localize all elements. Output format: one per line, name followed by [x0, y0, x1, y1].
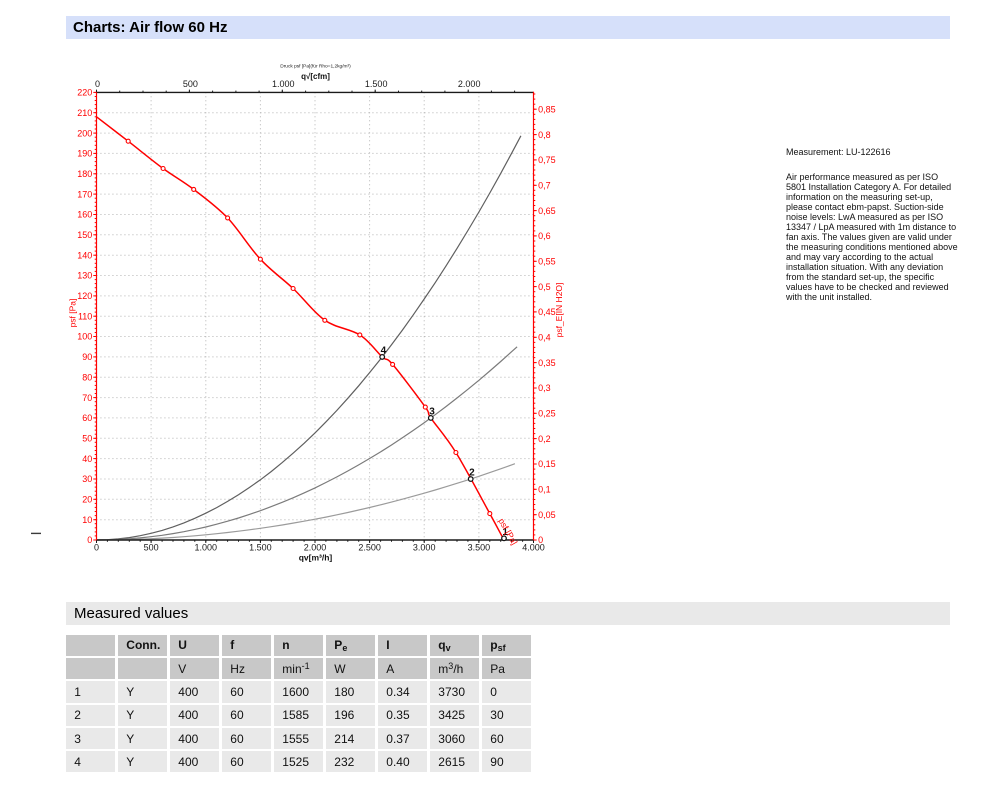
svg-text:160: 160 — [77, 210, 92, 220]
svg-text:1.500: 1.500 — [249, 543, 272, 553]
svg-text:180: 180 — [77, 169, 92, 179]
svg-text:0,25: 0,25 — [538, 409, 556, 419]
svg-text:0,05: 0,05 — [538, 510, 556, 520]
svg-text:150: 150 — [77, 230, 92, 240]
svg-text:0,85: 0,85 — [538, 104, 556, 114]
svg-text:q√[cfm]: q√[cfm] — [301, 72, 330, 81]
svg-text:0,2: 0,2 — [538, 434, 551, 444]
svg-text:80: 80 — [82, 372, 92, 382]
svg-text:3.500: 3.500 — [468, 543, 491, 553]
svg-text:500: 500 — [144, 543, 159, 553]
svg-text:0,3: 0,3 — [538, 383, 551, 393]
svg-text:1: 1 — [502, 527, 508, 538]
svg-text:170: 170 — [77, 189, 92, 199]
svg-text:0: 0 — [538, 535, 543, 545]
svg-text:0: 0 — [94, 543, 99, 553]
svg-text:120: 120 — [77, 291, 92, 301]
svg-text:4.000: 4.000 — [522, 543, 545, 553]
svg-text:2.000: 2.000 — [458, 79, 481, 89]
svg-text:4: 4 — [381, 346, 387, 357]
svg-text:50: 50 — [82, 434, 92, 444]
svg-text:500: 500 — [183, 79, 198, 89]
svg-text:2: 2 — [469, 468, 475, 479]
svg-text:30: 30 — [82, 474, 92, 484]
svg-text:2.500: 2.500 — [358, 543, 381, 553]
svg-text:1.500: 1.500 — [365, 79, 388, 89]
svg-text:0,5: 0,5 — [538, 282, 551, 292]
svg-text:90: 90 — [82, 352, 92, 362]
svg-text:psf [Pa]: psf [Pa] — [68, 299, 78, 328]
svg-text:200: 200 — [77, 128, 92, 138]
svg-text:0,75: 0,75 — [538, 155, 556, 165]
svg-text:100: 100 — [77, 332, 92, 342]
svg-text:qv[m³/h]: qv[m³/h] — [299, 553, 333, 563]
svg-text:20: 20 — [82, 495, 92, 505]
svg-text:0,35: 0,35 — [538, 358, 556, 368]
svg-text:3.000: 3.000 — [413, 543, 436, 553]
svg-text:0,15: 0,15 — [538, 459, 556, 469]
svg-text:psf_E[IN H2O]: psf_E[IN H2O] — [554, 283, 564, 338]
svg-text:110: 110 — [78, 311, 92, 321]
svg-text:3: 3 — [429, 407, 435, 418]
svg-text:190: 190 — [77, 149, 92, 159]
svg-text:220: 220 — [77, 88, 92, 98]
svg-text:0,4: 0,4 — [538, 333, 551, 343]
svg-text:Druck psf [Pa](für Rho=1,2kg/m: Druck psf [Pa](für Rho=1,2kg/m³) — [280, 63, 351, 69]
svg-text:0,1: 0,1 — [538, 485, 551, 495]
svg-text:10: 10 — [82, 515, 92, 525]
svg-text:0: 0 — [95, 79, 100, 89]
svg-text:0,45: 0,45 — [538, 307, 556, 317]
svg-text:0,6: 0,6 — [538, 231, 551, 241]
svg-text:70: 70 — [82, 393, 92, 403]
svg-text:0,65: 0,65 — [538, 206, 556, 216]
svg-text:1.000: 1.000 — [195, 543, 218, 553]
svg-text:0: 0 — [87, 535, 92, 545]
svg-text:40: 40 — [82, 454, 92, 464]
svg-text:130: 130 — [77, 271, 92, 281]
svg-text:140: 140 — [77, 250, 92, 260]
svg-text:60: 60 — [82, 413, 92, 423]
svg-text:210: 210 — [77, 108, 92, 118]
svg-text:1.000: 1.000 — [272, 79, 295, 89]
svg-text:0,7: 0,7 — [538, 181, 551, 191]
svg-text:0,55: 0,55 — [538, 257, 556, 267]
svg-text:0,8: 0,8 — [538, 130, 551, 140]
svg-text:2.000: 2.000 — [304, 543, 327, 553]
